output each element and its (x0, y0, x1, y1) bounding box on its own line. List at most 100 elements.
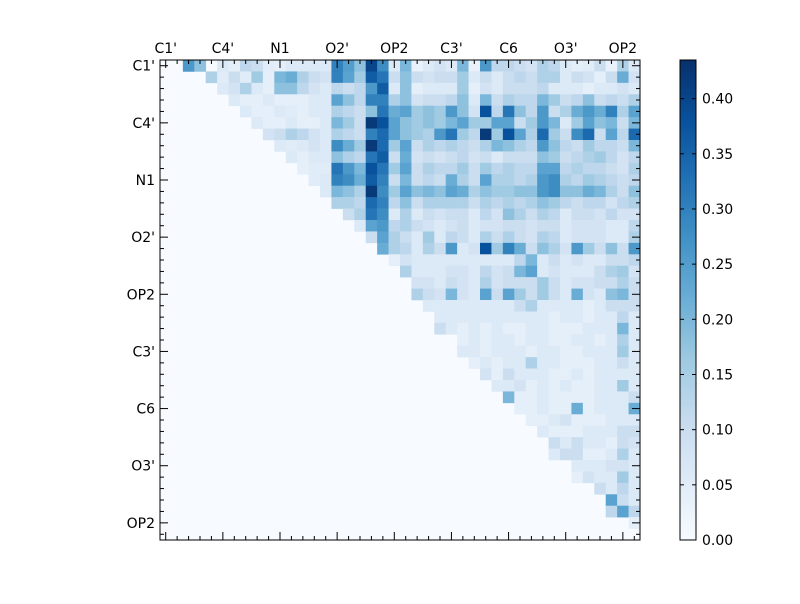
heatmap-cell (354, 162, 367, 175)
heatmap-cell (617, 71, 629, 84)
heatmap-cell (342, 197, 355, 209)
heatmap-cell (605, 105, 618, 118)
heatmap-cell (514, 254, 527, 267)
heatmap-cell (411, 140, 424, 152)
heatmap-cell (628, 82, 641, 95)
heatmap-cell (594, 425, 607, 438)
heatmap-cell (605, 414, 618, 427)
heatmap-cell (582, 334, 595, 347)
heatmap-cell (388, 185, 401, 198)
heatmap-cell (411, 197, 424, 209)
heatmap-cell (354, 151, 367, 164)
heatmap-cell (560, 140, 572, 152)
heatmap-cell (605, 334, 618, 347)
heatmap-cell (445, 105, 458, 118)
y-tick-label: C4' (132, 116, 155, 132)
heatmap-cell (605, 151, 618, 164)
heatmap-cell (491, 208, 504, 221)
heatmap-cell (525, 231, 538, 244)
heatmap-cell (594, 437, 607, 449)
heatmap-cell (502, 128, 515, 141)
heatmap-cell (331, 197, 344, 209)
heatmap-cell (445, 128, 458, 141)
heatmap-cell (422, 197, 435, 209)
heatmap-cell (548, 425, 561, 438)
heatmap-cell (548, 185, 561, 198)
heatmap-cell (605, 494, 618, 507)
heatmap-cell (457, 151, 469, 164)
heatmap-cell (377, 208, 389, 221)
heatmap-cell (537, 368, 549, 381)
heatmap-cell (537, 300, 549, 312)
heatmap-cell (548, 60, 561, 72)
heatmap-cell (422, 288, 435, 301)
heatmap-cell (525, 300, 538, 312)
heatmap-cell (560, 208, 572, 221)
heatmap-cell (628, 71, 641, 84)
heatmap-cell (560, 288, 572, 301)
heatmap-cell (514, 185, 527, 198)
heatmap-cell (491, 254, 504, 267)
heatmap-cell (457, 185, 469, 198)
heatmap-cell (468, 277, 481, 289)
heatmap-cell (628, 368, 641, 381)
heatmap-cell (434, 197, 447, 209)
heatmap-cell (331, 71, 344, 84)
heatmap-cell (548, 345, 561, 358)
heatmap-cell (457, 231, 469, 244)
heatmap-cell (400, 174, 412, 187)
heatmap-cell (582, 437, 595, 449)
y-tick-label: C1' (132, 59, 155, 75)
heatmap-cell (468, 265, 481, 278)
heatmap-cell (514, 357, 527, 369)
heatmap-cell (411, 242, 424, 255)
heatmap-cell (274, 140, 287, 152)
heatmap-cell (445, 197, 458, 209)
heatmap-cell (617, 402, 629, 415)
heatmap-cell (537, 311, 549, 324)
heatmap-cell (628, 311, 641, 324)
heatmap-cell (617, 368, 629, 381)
heatmap-cell (571, 277, 584, 289)
heatmap-cell (514, 174, 527, 187)
heatmap-cell (582, 208, 595, 221)
heatmap-cell (560, 300, 572, 312)
heatmap-cell (411, 105, 424, 118)
heatmap-cell (548, 402, 561, 415)
heatmap-cell (251, 60, 264, 72)
heatmap-cell (605, 300, 618, 312)
heatmap-cell (354, 94, 367, 107)
heatmap-cell (400, 82, 412, 95)
heatmap-cell (582, 300, 595, 312)
heatmap-cell (560, 357, 572, 369)
heatmap-cell (628, 414, 641, 427)
heatmap-cell (617, 254, 629, 267)
heatmap-cell (560, 128, 572, 141)
heatmap-cell (365, 231, 378, 244)
heatmap-cell (342, 71, 355, 84)
heatmap-cell (617, 174, 629, 187)
heatmap-cell (582, 322, 595, 335)
heatmap-cell (628, 425, 641, 438)
heatmap-cell (514, 391, 527, 404)
heatmap-cell (548, 357, 561, 369)
heatmap-cell (354, 208, 367, 221)
heatmap-cell (628, 391, 641, 404)
heatmap-cell (617, 482, 629, 495)
heatmap-cell (571, 71, 584, 84)
heatmap-cell (594, 254, 607, 267)
heatmap-cell (514, 220, 527, 232)
heatmap-cell (594, 460, 607, 472)
heatmap-cell (400, 128, 412, 141)
heatmap-cell (582, 94, 595, 107)
heatmap-cell (457, 140, 469, 152)
heatmap-cell (628, 208, 641, 221)
heatmap-cell (514, 82, 527, 95)
heatmap-cell (491, 117, 504, 129)
heatmap-cell (537, 322, 549, 335)
heatmap-cell (628, 197, 641, 209)
heatmap-cell (617, 380, 629, 392)
heatmap-cell (582, 185, 595, 198)
heatmap-cell (582, 242, 595, 255)
heatmap-cell (377, 220, 389, 232)
